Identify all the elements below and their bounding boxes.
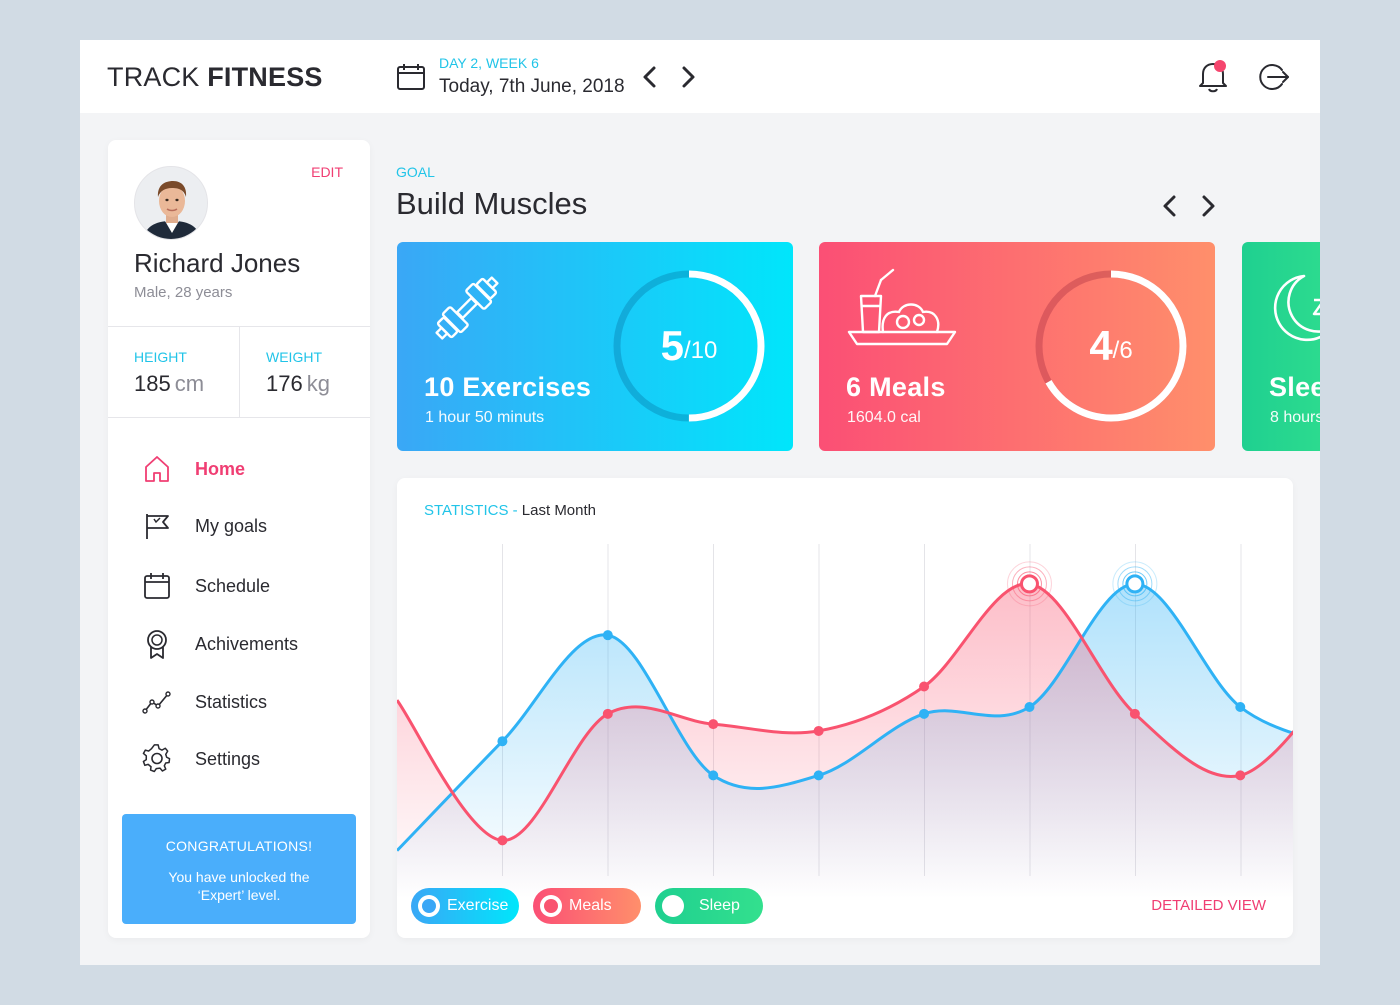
highlight-ring (1011, 566, 1047, 602)
nav-item-settings[interactable]: Settings (108, 736, 370, 782)
bell-icon[interactable] (1196, 58, 1230, 94)
data-point-exercise[interactable] (497, 736, 508, 747)
data-point-meals[interactable] (708, 719, 719, 730)
highlight-ring (1006, 561, 1052, 607)
legend-exercise-toggle[interactable]: Exercise (411, 888, 519, 924)
meals-progress-ring (1035, 270, 1187, 422)
statistics-panel: STATISTICS - Last Month Exercise Meals S… (397, 478, 1293, 938)
day-week-label: DAY 2, WEEK 6 (439, 55, 539, 71)
sleep-card[interactable]: Sleep 8 hours (1242, 242, 1320, 451)
series-line-exercise (397, 582, 1293, 852)
profile-sidebar: EDIT Richard Jones Male, 28 years HEIGHT… (108, 140, 370, 938)
height-stat: HEIGHT 185 cm (108, 327, 239, 417)
detailed-view-link[interactable]: DETAILED VIEW (1151, 897, 1266, 914)
data-point-exercise[interactable] (1024, 702, 1035, 712)
height-value: 185 cm (134, 371, 205, 396)
medal-icon (147, 630, 167, 659)
congrats-text: You have unlocked the ‘Expert’ level. (168, 869, 310, 903)
meal-tray-icon (847, 268, 957, 346)
statistics-header: STATISTICS - Last Month (424, 502, 597, 519)
highlight-ring (1117, 566, 1153, 602)
app-logo: TRACK FITNESS (107, 62, 323, 92)
weight-value: 176 kg (266, 371, 330, 396)
data-point-exercise[interactable] (708, 770, 719, 781)
meals-progress-text: 4/6 (1089, 322, 1133, 369)
avatar[interactable] (134, 166, 208, 240)
next-day-button[interactable] (678, 64, 698, 90)
nav-item-my-goals[interactable]: My goals (108, 503, 370, 549)
congrats-banner: CONGRATULATIONS! You have unlocked the ‘… (122, 814, 356, 924)
nav-item-home[interactable]: Home (108, 446, 370, 492)
calendar-icon[interactable] (396, 62, 426, 92)
data-point-exercise[interactable] (813, 770, 824, 781)
exercise-title: 10 Exercises (424, 372, 592, 402)
legend-meals-toggle[interactable]: Meals (533, 888, 641, 924)
exercise-duration: 1 hour 50 minuts (425, 409, 545, 426)
highlight-ring (1016, 571, 1042, 597)
flag-icon (146, 514, 169, 539)
calendar-icon (144, 573, 170, 599)
data-point-exercise[interactable] (602, 630, 613, 641)
highlight-point-meals[interactable] (1019, 574, 1039, 594)
logout-icon[interactable] (1256, 62, 1292, 92)
congrats-title: CONGRATULATIONS! (165, 838, 313, 854)
edit-profile-button[interactable]: EDIT (311, 164, 343, 180)
data-point-exercise[interactable] (919, 708, 930, 719)
goal-label: GOAL (396, 164, 435, 180)
weight-stat: WEIGHT 176 kg (239, 327, 370, 417)
data-point-meals[interactable] (813, 725, 824, 736)
exercise-card[interactable]: 10 Exercises 1 hour 50 minuts 5/10 (397, 242, 793, 451)
prev-day-button[interactable] (640, 64, 660, 90)
highlight-ring (1122, 571, 1148, 597)
data-point-meals[interactable] (497, 835, 508, 846)
series-area-meals (397, 583, 1293, 898)
user-details: Male, 28 years (134, 284, 233, 301)
data-point-exercise[interactable] (1235, 702, 1246, 712)
height-label: HEIGHT (134, 349, 187, 365)
legend-sleep-toggle[interactable]: Sleep (655, 888, 763, 924)
body-stats: HEIGHT 185 cm WEIGHT 176 kg (108, 326, 370, 418)
meals-calories: 1604.0 cal (847, 409, 921, 426)
nav-item-achievements[interactable]: Achivements (108, 621, 370, 667)
data-point-meals[interactable] (602, 708, 613, 719)
today-date: Today, 7th June, 2018 (439, 76, 625, 97)
line-chart-icon (142, 691, 171, 714)
sleep-title: Sleep (1269, 372, 1320, 402)
meals-card[interactable]: 6 Meals 1604.0 cal 4/6 (819, 242, 1215, 451)
series-line-meals (397, 582, 1293, 842)
nav-item-schedule[interactable]: Schedule (108, 563, 370, 609)
top-header: TRACK FITNESS DAY 2, WEEK 6 Today, 7th J… (80, 40, 1320, 113)
exercise-progress-ring (613, 270, 765, 422)
exercise-progress-text: 5/10 (660, 322, 718, 369)
highlight-ring (1112, 561, 1158, 607)
next-card-button[interactable] (1198, 193, 1218, 219)
user-portrait-icon (135, 167, 207, 239)
sleep-duration: 8 hours (1270, 409, 1320, 426)
data-point-meals[interactable] (1235, 770, 1246, 781)
prev-card-button[interactable] (1160, 193, 1180, 219)
statistics-chart (397, 544, 1293, 898)
weight-label: WEIGHT (266, 349, 322, 365)
home-icon (145, 456, 169, 482)
dumbbell-icon (435, 276, 499, 340)
nav-item-statistics[interactable]: Statistics (108, 679, 370, 725)
user-name: Richard Jones (134, 248, 301, 278)
highlight-point-exercise[interactable] (1125, 574, 1145, 594)
data-point-meals[interactable] (919, 681, 930, 692)
moon-zzz-icon (1273, 274, 1320, 342)
app-window: TRACK FITNESS DAY 2, WEEK 6 Today, 7th J… (80, 40, 1320, 965)
goal-title: Build Muscles (396, 186, 588, 221)
meals-title: 6 Meals (846, 372, 946, 402)
data-point-meals[interactable] (1129, 708, 1140, 719)
gear-icon (142, 744, 171, 773)
